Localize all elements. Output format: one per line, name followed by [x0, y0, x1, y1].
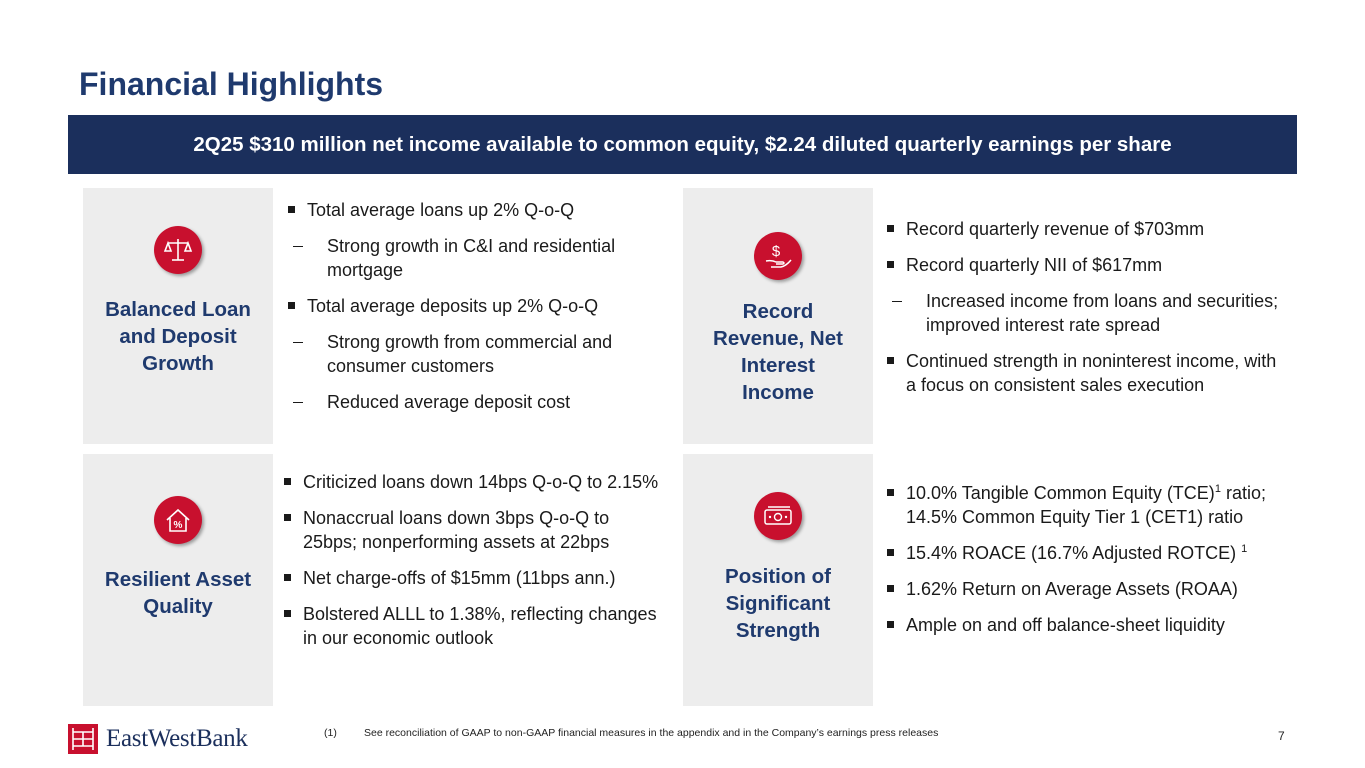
bullets-significant-strength: 10.0% Tangible Common Equity (TCE)1 rati… — [886, 481, 1296, 649]
bullets-loan-deposit: Total average loans up 2% Q-o-Q Strong g… — [287, 198, 667, 426]
bullet-item: Record quarterly NII of $617mm — [886, 253, 1286, 277]
dollar-hand-icon: $ — [754, 232, 802, 280]
bullet-item: Ample on and off balance-sheet liquidity — [886, 613, 1296, 637]
bullet-item: Nonaccrual loans down 3bps Q-o-Q to 25bp… — [283, 506, 663, 554]
footnote: (1) See reconciliation of GAAP to non-GAA… — [324, 727, 938, 739]
page-title: Financial Highlights — [79, 66, 384, 102]
logo-mark-icon — [68, 724, 98, 754]
bullet-item: Net charge-offs of $15mm (11bps ann.) — [283, 566, 663, 590]
bullet-item: Bolstered ALLL to 1.38%, reflecting chan… — [283, 602, 663, 650]
bullet-item: Record quarterly revenue of $703mm — [886, 217, 1286, 241]
eastwest-bank-logo: EastWestBank — [68, 724, 248, 754]
scales-icon — [154, 226, 202, 274]
bullet-item: Criticized loans down 14bps Q-o-Q to 2.1… — [283, 470, 663, 494]
footnote-marker: 1 — [1214, 483, 1221, 495]
bullet-item: Total average deposits up 2% Q-o-Q — [287, 294, 667, 318]
sub-bullet-item: Strong growth in C&I and residential mor… — [287, 234, 667, 282]
sub-bullet-item: Increased income from loans and securiti… — [886, 289, 1286, 337]
panel-label-loan-deposit: Balanced Loan and Deposit Growth — [105, 298, 251, 375]
bullets-asset-quality: Criticized loans down 14bps Q-o-Q to 2.1… — [283, 470, 663, 662]
panel-label-significant-strength: Position of Significant Strength — [725, 565, 831, 642]
panel-significant-strength: Position of Significant Strength — [683, 454, 873, 706]
bullet-item: Total average loans up 2% Q-o-Q — [287, 198, 667, 222]
bullets-record-revenue: Record quarterly revenue of $703mm Recor… — [886, 217, 1286, 409]
panel-label-record-revenue: Record Revenue, Net Interest Income — [713, 300, 843, 404]
cash-icon — [754, 492, 802, 540]
footnote-number: (1) — [324, 727, 337, 739]
bullet-item: Continued strength in noninterest income… — [886, 349, 1286, 397]
svg-text:$: $ — [772, 243, 781, 260]
svg-text:%: % — [174, 520, 183, 531]
house-percent-icon: % — [154, 496, 202, 544]
footnote-marker: 1 — [1241, 543, 1248, 555]
sub-bullet-item: Strong growth from commercial and consum… — [287, 330, 667, 378]
panel-asset-quality: % Resilient Asset Quality — [83, 454, 273, 706]
panel-record-revenue: $ Record Revenue, Net Interest Income — [683, 188, 873, 444]
panel-label-asset-quality: Resilient Asset Quality — [104, 568, 252, 618]
bullet-item: 1.62% Return on Average Assets (ROAA) — [886, 577, 1296, 601]
bullet-item: 10.0% Tangible Common Equity (TCE)1 rati… — [886, 481, 1296, 529]
footnote-text: See reconciliation of GAAP to non-GAAP f… — [364, 727, 939, 739]
headline-banner: 2Q25 $310 million net income available t… — [68, 115, 1297, 174]
sub-bullet-item: Reduced average deposit cost — [287, 390, 667, 414]
logo-text: EastWestBank — [106, 725, 248, 752]
page-number: 7 — [1278, 729, 1285, 743]
bullet-item: 15.4% ROACE (16.7% Adjusted ROTCE) 1 — [886, 541, 1296, 565]
banner-text: 2Q25 $310 million net income available t… — [193, 132, 1172, 156]
panel-loan-deposit: Balanced Loan and Deposit Growth — [83, 188, 273, 444]
